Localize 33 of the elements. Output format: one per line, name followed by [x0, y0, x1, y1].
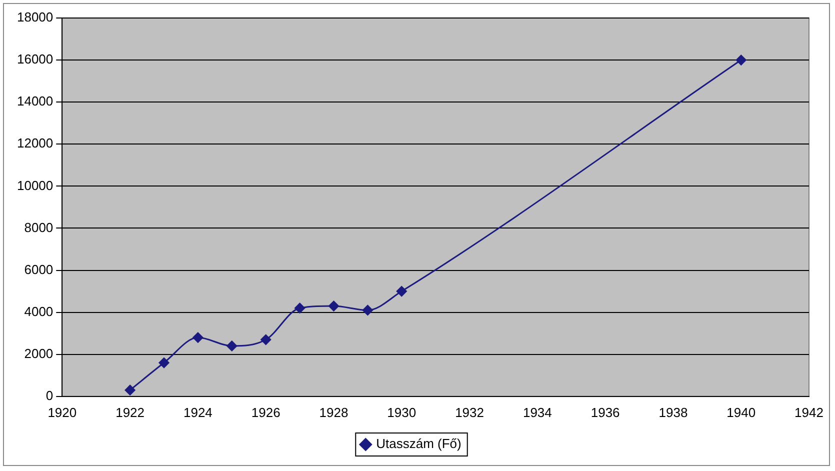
x-tick-label: 1920: [48, 404, 77, 420]
x-tick-label: 1924: [183, 404, 212, 420]
y-tick-label: 16000: [16, 52, 54, 67]
x-tick-label: 1922: [116, 404, 145, 420]
x-tick-label: 1928: [319, 404, 348, 420]
point: [260, 334, 272, 345]
point: [294, 302, 306, 314]
x-tick-label: 1926: [251, 404, 280, 420]
point: [226, 340, 238, 352]
y-tick-label: 0: [46, 388, 54, 403]
x-tick-label: 1930: [387, 404, 416, 420]
point: [124, 384, 136, 396]
x-tick-label: 1940: [726, 404, 756, 420]
point: [396, 286, 407, 297]
y-tick-label: 10000: [16, 178, 54, 193]
y-tick-label: 14000: [16, 94, 54, 109]
y-tick-label: 18000: [16, 10, 54, 25]
y-tick-label: 6000: [24, 262, 54, 277]
x-tick-label: 1938: [658, 404, 688, 420]
x-tick-label: 1934: [522, 404, 552, 420]
legend-label: Utasszám (Fő): [376, 436, 462, 452]
y-tick-label: 12000: [16, 136, 54, 151]
y-tick-label: 2000: [24, 346, 54, 361]
point: [158, 358, 170, 368]
point: [328, 300, 339, 312]
point: [192, 332, 204, 343]
x-tick-label: 1936: [590, 404, 620, 420]
y-tick-label: 4000: [24, 304, 54, 319]
point: [362, 304, 373, 316]
point: [736, 54, 746, 66]
x-tick-label: 1942: [794, 404, 824, 420]
y-tick-label: 8000: [24, 220, 54, 235]
x-tick-label: 1932: [455, 404, 484, 420]
